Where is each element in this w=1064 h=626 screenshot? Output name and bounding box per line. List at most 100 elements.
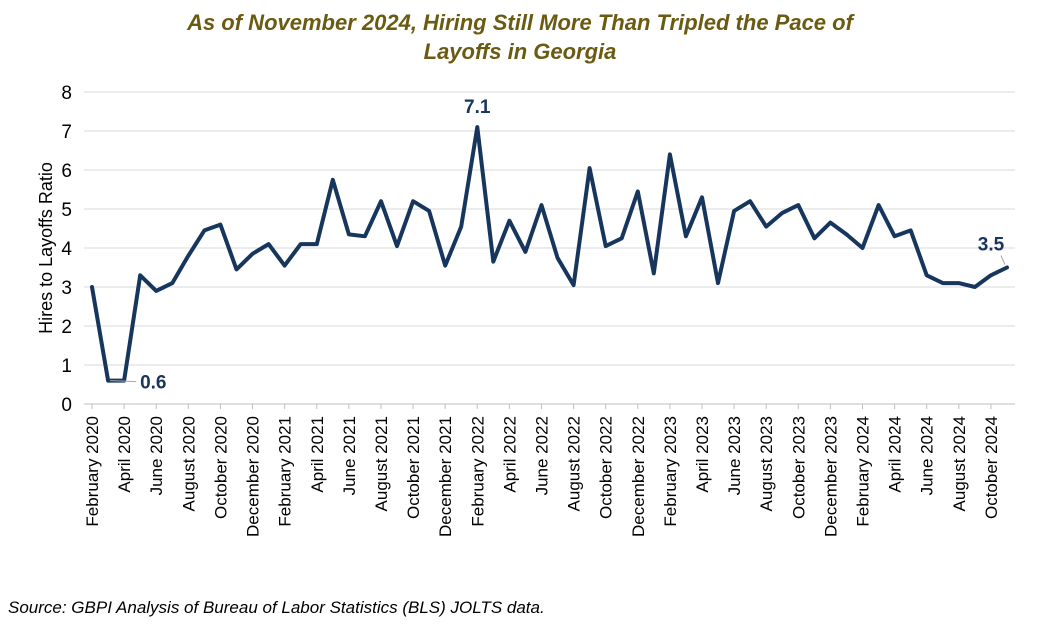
x-tick-label: June 2021	[340, 416, 359, 495]
x-tick-label: February 2022	[468, 416, 487, 527]
data-point	[395, 244, 399, 248]
data-point	[138, 273, 142, 277]
data-point	[267, 242, 271, 246]
x-tick-label: October 2020	[211, 416, 230, 519]
x-tick-label: October 2024	[982, 416, 1001, 519]
data-point	[636, 189, 640, 193]
data-point	[957, 281, 961, 285]
data-point	[315, 242, 319, 246]
data-point	[1005, 266, 1009, 270]
y-tick-label: 6	[61, 161, 72, 182]
x-tick-label: February 2024	[854, 416, 873, 527]
x-tick-label: August 2022	[565, 416, 584, 511]
x-tick-label: December 2023	[821, 416, 840, 537]
data-point	[684, 234, 688, 238]
data-point	[507, 219, 511, 223]
data-point	[154, 289, 158, 293]
x-tick-label: December 2022	[629, 416, 648, 537]
x-tick-label: December 2021	[436, 416, 455, 537]
data-point	[716, 281, 720, 285]
x-tick-label: October 2023	[789, 416, 808, 519]
x-tick-label: February 2020	[83, 416, 102, 527]
data-point	[299, 242, 303, 246]
data-point	[572, 283, 576, 287]
data-point	[347, 232, 351, 236]
data-point	[764, 225, 768, 229]
y-axis-label: Hires to Layoffs Ratio	[36, 162, 56, 334]
data-point	[363, 234, 367, 238]
data-point	[234, 267, 238, 271]
data-point	[588, 166, 592, 170]
data-point	[251, 252, 255, 256]
x-tick-label: April 2023	[693, 416, 712, 493]
data-point	[780, 211, 784, 215]
data-point	[523, 250, 527, 254]
data-label: 3.5	[978, 235, 1005, 256]
chart-title-line-1: As of November 2024, Hiring Still More T…	[187, 10, 853, 35]
x-tick-label: April 2021	[308, 416, 327, 493]
x-tick-label: June 2024	[918, 416, 937, 495]
data-point	[202, 228, 206, 232]
x-tick-label: August 2021	[372, 416, 391, 511]
y-tick-label: 2	[61, 317, 72, 338]
annotation-leader-line	[110, 380, 137, 383]
data-point	[491, 260, 495, 264]
data-point	[893, 234, 897, 238]
data-point	[796, 203, 800, 207]
data-point	[828, 221, 832, 225]
x-tick-label: June 2023	[725, 416, 744, 495]
data-point	[748, 199, 752, 203]
x-tick-label: April 2022	[500, 416, 519, 493]
x-tick-label: June 2022	[532, 416, 551, 495]
data-point	[379, 199, 383, 203]
annotation-leader-line	[1000, 255, 1006, 265]
y-tick-label: 0	[61, 395, 72, 416]
data-point	[475, 125, 479, 129]
data-point	[812, 236, 816, 240]
data-point	[556, 256, 560, 260]
data-point	[877, 203, 881, 207]
chart-title: As of November 2024, Hiring Still More T…	[0, 8, 1040, 66]
x-tick-label: August 2023	[757, 416, 776, 511]
data-point	[909, 228, 913, 232]
chart-title-line-2: Layoffs in Georgia	[423, 39, 617, 64]
data-point	[941, 281, 945, 285]
data-point	[283, 264, 287, 268]
data-point	[427, 209, 431, 213]
y-tick-label: 4	[61, 239, 72, 260]
data-point	[668, 152, 672, 156]
data-point	[90, 285, 94, 289]
data-point	[186, 254, 190, 258]
data-point	[700, 195, 704, 199]
source-note: Source: GBPI Analysis of Bureau of Labor…	[8, 598, 545, 617]
data-point	[732, 209, 736, 213]
data-point	[106, 379, 110, 383]
data-label: 0.6	[140, 373, 166, 394]
data-point	[620, 236, 624, 240]
y-tick-label: 3	[61, 278, 72, 299]
y-tick-label: 5	[61, 200, 72, 221]
data-point	[218, 223, 222, 227]
x-tick-label: October 2022	[597, 416, 616, 519]
data-point	[459, 225, 463, 229]
x-tick-label: June 2020	[147, 416, 166, 495]
data-point	[331, 178, 335, 182]
y-tick-label: 8	[61, 83, 72, 104]
x-tick-label: April 2020	[115, 416, 134, 493]
data-point	[925, 273, 929, 277]
data-point	[604, 244, 608, 248]
data-point	[652, 271, 656, 275]
data-point	[443, 264, 447, 268]
x-tick-label: February 2023	[661, 416, 680, 527]
data-point	[861, 246, 865, 250]
data-point	[539, 203, 543, 207]
x-tick-label: October 2021	[404, 416, 423, 519]
y-tick-label: 7	[61, 122, 72, 143]
x-tick-label: August 2024	[950, 416, 969, 511]
data-label: 7.1	[464, 97, 491, 118]
x-tick-label: February 2021	[276, 416, 295, 527]
data-point	[844, 232, 848, 236]
data-point	[411, 199, 415, 203]
x-tick-label: April 2024	[886, 416, 905, 493]
